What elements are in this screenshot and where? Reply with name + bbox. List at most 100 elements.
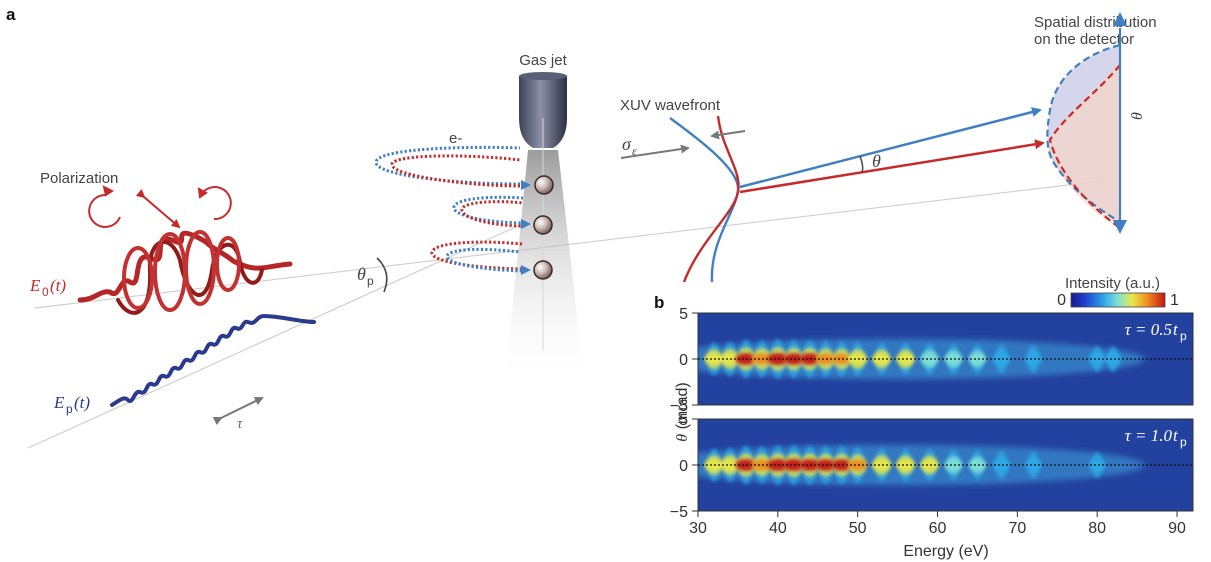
harmonic-peak	[992, 460, 1010, 470]
beam-axis-lines	[27, 179, 1111, 449]
harmonic-peak	[1089, 461, 1106, 469]
harmonic-peak	[735, 353, 757, 365]
y-axis-label: θ (mrad)	[674, 382, 691, 441]
y-tick-label: −5	[670, 504, 688, 521]
colorbar-max: 1	[1170, 292, 1179, 309]
y-tick-label: −5	[670, 398, 688, 415]
heatmap-marks	[698, 338, 1146, 380]
electron-arrowheads	[521, 180, 531, 275]
harmonic-peak	[1105, 355, 1122, 363]
harmonic-peak	[704, 354, 724, 364]
harmonic-peak	[848, 353, 868, 365]
y-tick-label: 0	[679, 352, 688, 369]
theta-label: θ	[872, 151, 881, 171]
harmonic-peak	[704, 460, 724, 470]
theta-p-arc	[376, 257, 388, 293]
svg-text:E: E	[53, 393, 65, 412]
sigma-arrow-left	[620, 144, 690, 159]
panel-b-letter: b	[654, 293, 664, 312]
atom	[533, 215, 553, 235]
harmonic-peak	[1025, 460, 1042, 470]
theta-p-label: θ p	[357, 264, 374, 288]
harmonic-peak	[896, 460, 915, 470]
svg-text:σ: σ	[622, 134, 632, 154]
harmonic-peak	[968, 354, 987, 364]
colorbar-title: Intensity (a.u.)	[1065, 275, 1160, 292]
x-tick-label: 80	[1088, 520, 1106, 537]
gas-jet-label: Gas jet	[519, 52, 567, 69]
tau-label-top: τ = 0.5 t p	[1125, 320, 1187, 343]
colorbar-min: 0	[1057, 292, 1066, 309]
svg-text:(t): (t)	[74, 393, 90, 412]
theta-arc	[859, 155, 864, 173]
x-tick-label: 30	[689, 520, 707, 537]
harmonic-peak	[944, 354, 963, 364]
harmonic-peak	[751, 459, 772, 471]
harmonic-peak	[831, 353, 852, 365]
circular-polarization-right-icon	[199, 186, 232, 221]
harmonic-peak	[720, 459, 740, 471]
harmonic-peak	[767, 353, 789, 365]
sigma-arrow-right	[710, 130, 746, 140]
svg-text:0: 0	[42, 285, 49, 299]
heatmap-marks	[698, 444, 1146, 486]
atom	[533, 260, 553, 280]
x-tick-label: 60	[929, 520, 947, 537]
spatial-distribution-line1: Spatial distribution	[1034, 14, 1157, 31]
harmonic-peak	[815, 459, 837, 471]
y-tick-label: 5	[679, 306, 688, 323]
sigma-label: σ ε	[622, 134, 637, 158]
harmonic-peak	[944, 460, 963, 470]
linear-polarization-icon	[135, 189, 181, 229]
svg-text:t: t	[1173, 320, 1179, 339]
panel-a-letter: a	[6, 5, 16, 24]
x-tick-label: 70	[1008, 520, 1026, 537]
svg-text:τ = 0.5: τ = 0.5	[1125, 320, 1172, 339]
x-tick-label: 50	[849, 520, 867, 537]
e0-pulse	[77, 230, 293, 315]
tau-arrow	[212, 397, 264, 426]
harmonic-peak	[992, 354, 1010, 364]
x-tick-label: 90	[1168, 520, 1186, 537]
svg-text:p: p	[1180, 435, 1187, 449]
xuv-wavefronts	[669, 115, 740, 283]
svg-text:θ: θ	[357, 264, 366, 284]
harmonic-peak	[720, 353, 740, 365]
svg-text:ε: ε	[632, 144, 637, 158]
harmonic-peak	[767, 459, 789, 471]
tau-label-bottom: τ = 1.0 t p	[1125, 426, 1187, 449]
svg-text:p: p	[367, 274, 374, 288]
electron-label: e-	[449, 130, 462, 147]
electron-trajectories	[374, 145, 526, 273]
circular-polarization-left-icon	[88, 193, 121, 228]
svg-text:p: p	[1180, 329, 1187, 343]
axes: 50−550−530 40 50 60 70 80 90	[670, 306, 1186, 537]
svg-text:p: p	[66, 402, 73, 416]
ep-label: E p (t)	[53, 393, 90, 416]
colorbar	[1070, 292, 1166, 308]
harmonic-peak	[799, 459, 821, 471]
harmonic-peak	[783, 459, 805, 471]
svg-text:θ (mrad): θ (mrad)	[674, 382, 691, 441]
y-tick-label: 5	[679, 412, 688, 429]
atom	[534, 175, 554, 195]
x-tick-label: 40	[769, 520, 787, 537]
svg-text:E: E	[29, 276, 41, 295]
polarization-label: Polarization	[40, 170, 118, 187]
harmonic-peak	[799, 353, 821, 365]
blue-emission-arrow	[739, 107, 1042, 189]
e0-label: E 0 (t)	[29, 276, 66, 299]
harmonic-peak	[735, 459, 757, 471]
tau-label: τ	[237, 416, 243, 432]
harmonic-peak	[872, 354, 891, 364]
svg-text:(t): (t)	[50, 276, 66, 295]
atoms	[533, 175, 554, 280]
harmonic-peak	[872, 459, 892, 471]
harmonic-peak	[831, 459, 852, 471]
nozzle	[519, 76, 567, 148]
harmonic-peak	[920, 354, 939, 364]
red-emission-arrow	[739, 139, 1045, 194]
harmonic-peak	[1089, 355, 1106, 363]
harmonic-peak	[783, 353, 805, 365]
